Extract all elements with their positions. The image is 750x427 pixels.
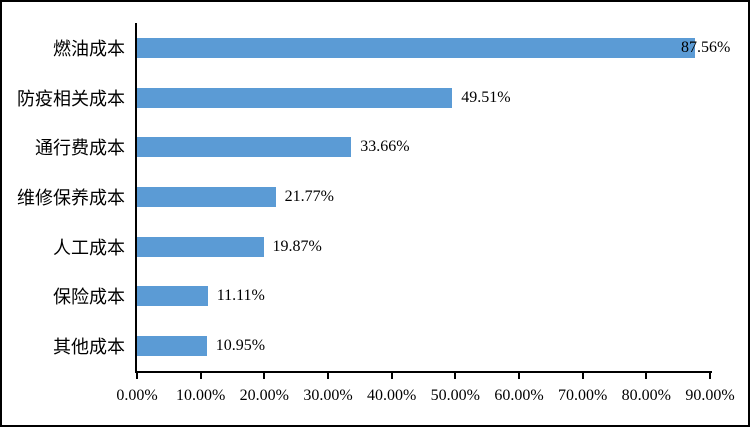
x-tick-label: 60.00%	[494, 387, 544, 404]
x-tick-label: 30.00%	[303, 387, 353, 404]
x-tick-label: 90.00%	[685, 387, 735, 404]
bar-cell: 19.87%	[137, 222, 710, 272]
bar-row: 保险成本 11.11%	[2, 272, 712, 322]
category-label: 防疫相关成本	[17, 88, 125, 109]
category-label: 维修保养成本	[17, 188, 125, 209]
bar	[137, 236, 264, 257]
x-tick-label: 50.00%	[430, 387, 480, 404]
bar-cell: 33.66%	[137, 122, 710, 172]
x-tick-label: 20.00%	[239, 387, 289, 404]
category-label: 其他成本	[53, 337, 125, 358]
x-tick-mark	[581, 373, 584, 379]
x-tick-mark	[327, 373, 329, 379]
value-label: 21.77%	[284, 188, 334, 206]
bar-row: 其他成本 10.95%	[2, 321, 712, 371]
x-tick-mark	[136, 373, 138, 379]
x-tick-label: 10.00%	[175, 387, 226, 404]
value-label: 49.51%	[461, 88, 511, 106]
bar-cell: 21.77%	[137, 172, 710, 222]
bar-row: 通行费成本 33.66%	[2, 122, 712, 172]
x-axis-tick-labels: 0.00% 10.00% 20.00% 30.00% 40.00% 50.00% 60.00…	[116, 387, 734, 407]
value-label: 33.66%	[360, 138, 410, 156]
bar-cell: 10.95%	[137, 321, 710, 371]
x-axis-tick-marks	[136, 373, 711, 379]
bar-rows: 燃油成本 87.56% 防疫相关成本 49.51% 通行费成本 33.66% 维修保养成本 2…	[2, 23, 730, 371]
bar	[137, 286, 208, 307]
x-tick-label: 40.00%	[366, 387, 417, 404]
bar	[137, 137, 352, 158]
x-tick-mark	[263, 373, 266, 379]
y-axis-line	[135, 23, 137, 373]
category-label: 保险成本	[53, 287, 125, 308]
value-label: 11.11%	[216, 287, 265, 305]
category-label: 燃油成本	[53, 38, 125, 59]
bar-row: 燃油成本 87.56%	[2, 23, 730, 73]
category-label: 人工成本	[53, 237, 125, 258]
category-label: 通行费成本	[35, 138, 125, 159]
x-tick-label: 70.00%	[557, 387, 608, 404]
x-axis-line	[135, 371, 712, 373]
bar-cell: 49.51%	[137, 73, 710, 123]
bar-row: 防疫相关成本 49.51%	[2, 73, 712, 123]
value-label: 87.56%	[681, 38, 731, 56]
x-tick-mark	[390, 373, 393, 379]
x-tick-mark	[645, 373, 648, 379]
value-label: 10.95%	[215, 337, 266, 355]
bar	[137, 37, 695, 58]
x-tick-mark	[518, 373, 520, 379]
x-tick-mark	[199, 373, 202, 379]
x-tick-label: 80.00%	[621, 387, 671, 404]
bar-row: 维修保养成本 21.77%	[2, 172, 712, 222]
x-tick-label: 0.00%	[116, 387, 158, 404]
bar	[137, 87, 453, 108]
value-label: 19.87%	[272, 237, 322, 255]
x-tick-mark	[709, 373, 711, 379]
bar-cell: 87.56%	[137, 23, 730, 73]
bar	[137, 187, 276, 208]
bar	[137, 336, 207, 357]
bar-cell: 11.11%	[137, 272, 710, 322]
x-tick-mark	[454, 373, 457, 379]
bar-row: 人工成本 19.87%	[2, 222, 712, 272]
